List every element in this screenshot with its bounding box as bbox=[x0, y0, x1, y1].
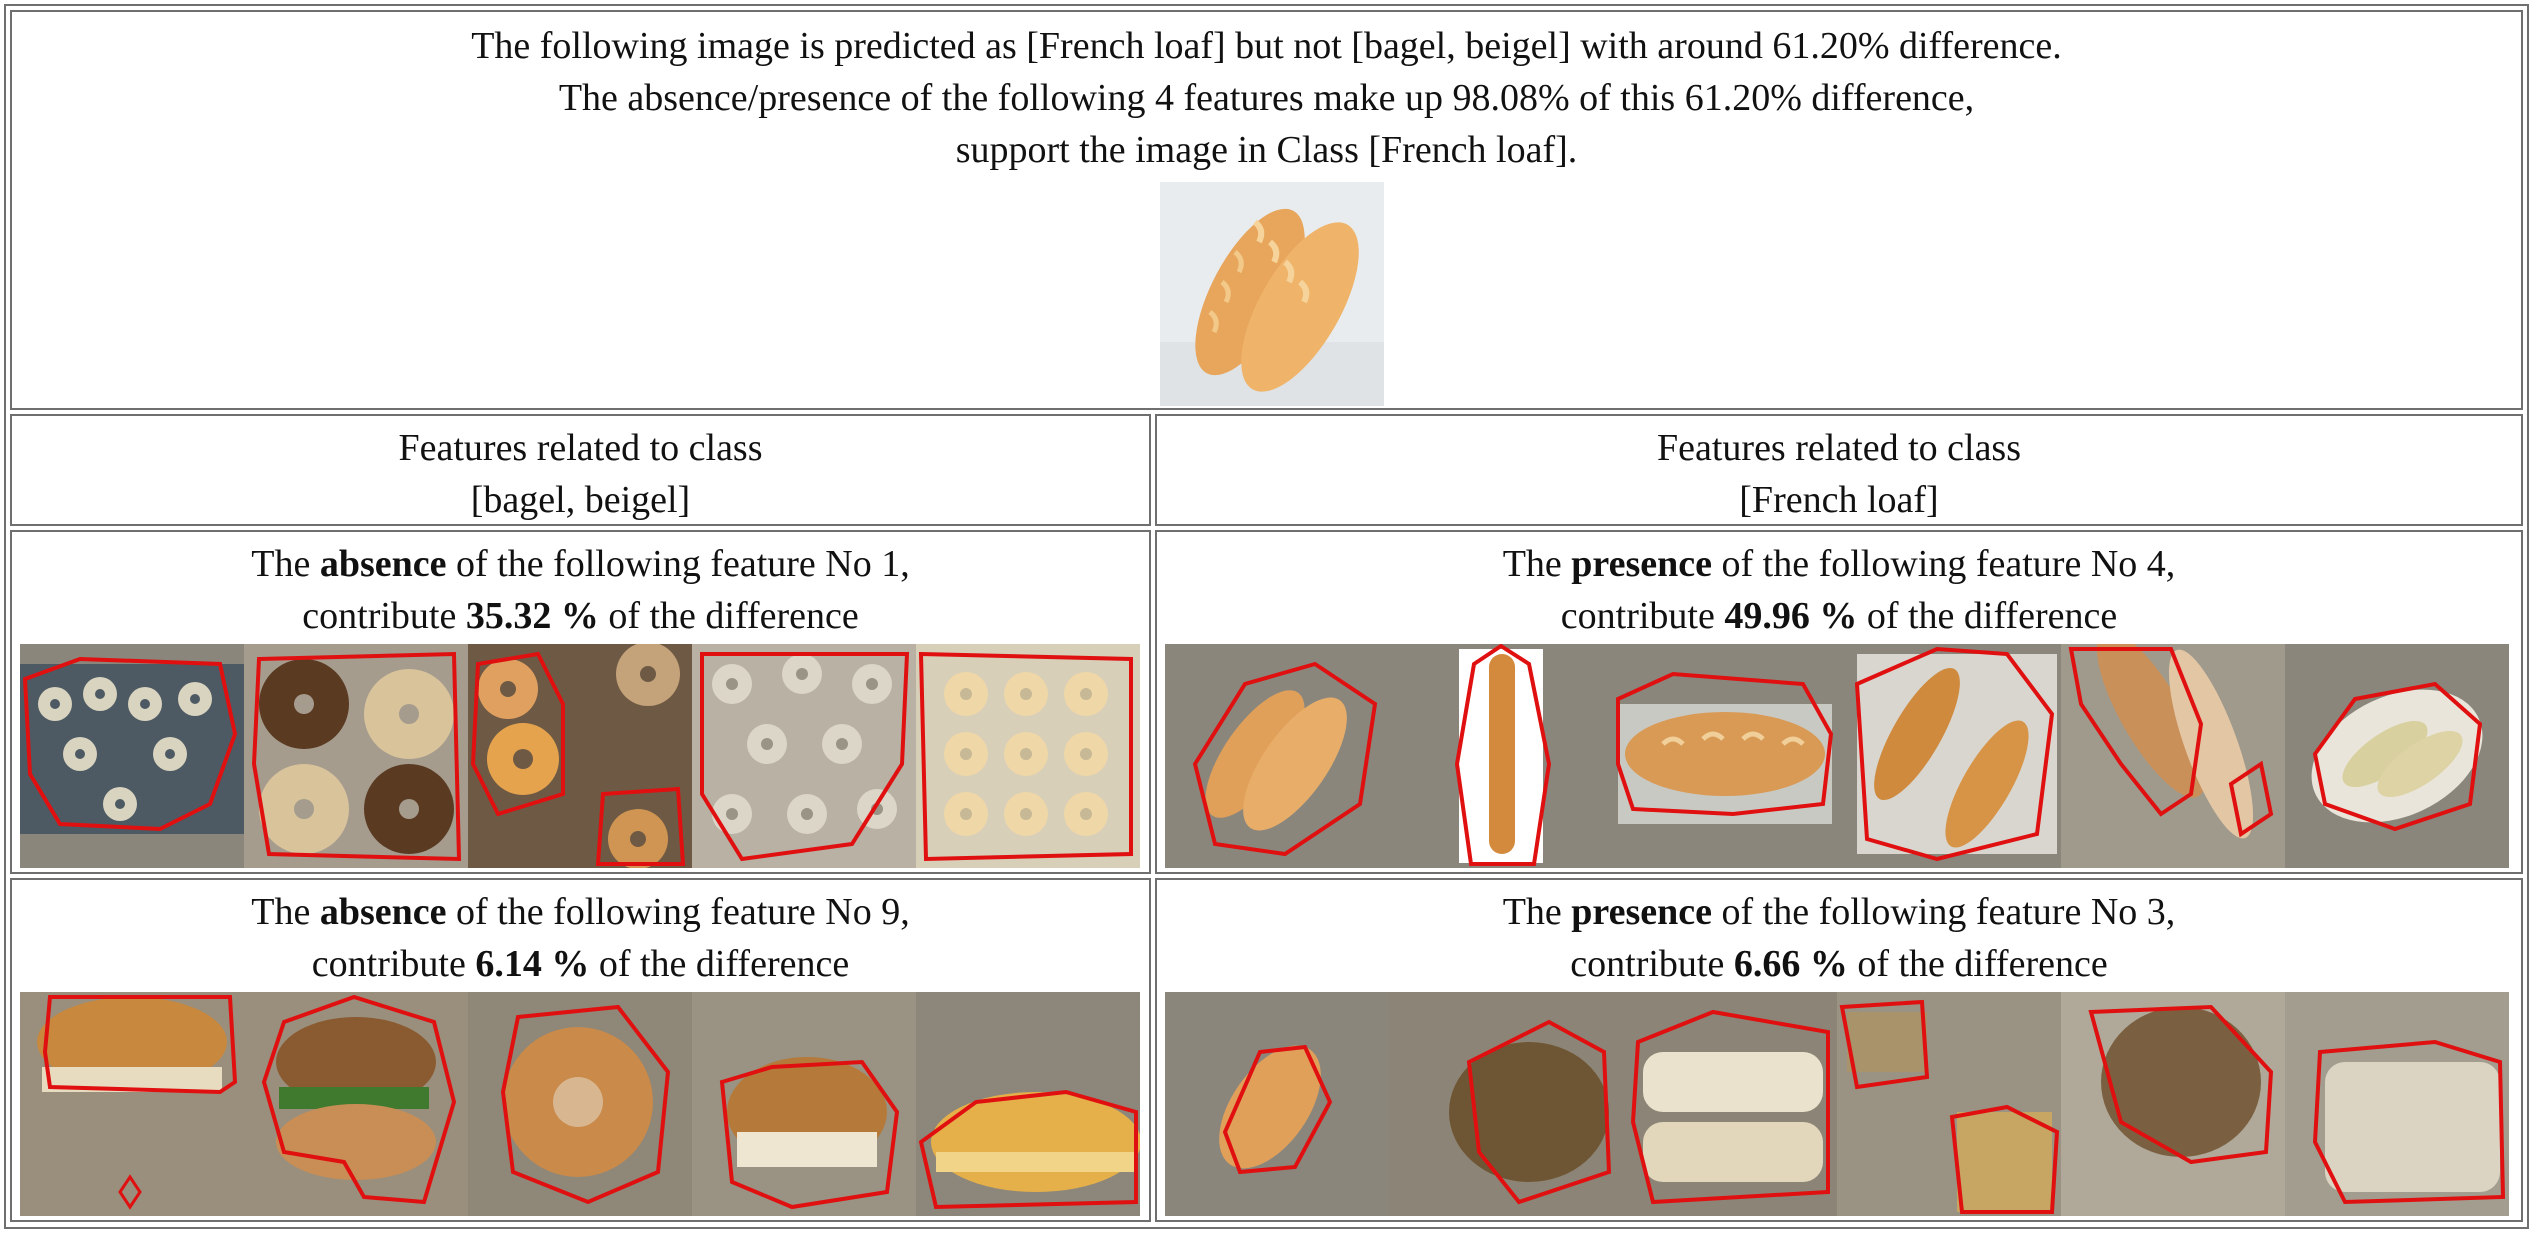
column-header-label: Features related to class bbox=[398, 427, 763, 469]
feature-description: The presence of the following feature No… bbox=[1502, 891, 2176, 933]
contribution-percent: 6.66 % bbox=[1733, 943, 1848, 985]
explanation-table: The following image is predicted as [Fre… bbox=[4, 4, 2529, 1229]
column-header-bagel: Features related to class [bagel, beigel… bbox=[10, 414, 1151, 526]
column-header-class: [French loaf] bbox=[1739, 479, 1939, 521]
example-image bbox=[916, 992, 1140, 1216]
feature-description: The absence of the following feature No … bbox=[251, 891, 910, 933]
example-strip bbox=[1165, 644, 2509, 868]
column-header-french-loaf: Features related to class [French loaf] bbox=[1155, 414, 2523, 526]
example-strip bbox=[20, 644, 1140, 868]
example-image bbox=[2285, 992, 2509, 1216]
example-image bbox=[2285, 644, 2509, 868]
example-strip bbox=[20, 992, 1140, 1216]
feature-cell-no-4: The presence of the following feature No… bbox=[1155, 530, 2523, 874]
feature-description: The absence of the following feature No … bbox=[251, 543, 910, 585]
feature-description: The presence of the following feature No… bbox=[1502, 543, 2176, 585]
feature-kind: presence bbox=[1571, 543, 1712, 585]
example-image bbox=[20, 644, 244, 868]
feature-contribution: contribute 6.14 % of the difference bbox=[311, 943, 850, 985]
summary-line-2: The absence/presence of the following 4 … bbox=[558, 77, 1975, 119]
example-image bbox=[1165, 992, 1389, 1216]
column-header-class: [bagel, beigel] bbox=[470, 479, 691, 521]
feature-contribution: contribute 49.96 % of the difference bbox=[1560, 595, 2118, 637]
column-header-label: Features related to class bbox=[1656, 427, 2022, 469]
feature-contribution: contribute 6.66 % of the difference bbox=[1570, 943, 2108, 985]
example-image bbox=[244, 992, 468, 1216]
contribution-percent: 35.32 % bbox=[465, 595, 599, 637]
contribution-percent: 6.14 % bbox=[475, 943, 590, 985]
input-image bbox=[1160, 182, 1384, 406]
contribution-percent: 49.96 % bbox=[1724, 595, 1858, 637]
prediction-summary: The following image is predicted as [Fre… bbox=[10, 10, 2523, 410]
feature-kind: absence bbox=[319, 891, 447, 933]
feature-cell-no-9: The absence of the following feature No … bbox=[10, 878, 1151, 1222]
summary-line-1: The following image is predicted as [Fre… bbox=[471, 25, 2062, 67]
example-image bbox=[244, 644, 468, 868]
example-image bbox=[1389, 992, 1613, 1216]
feature-kind: presence bbox=[1571, 891, 1712, 933]
example-image bbox=[468, 644, 692, 868]
example-image bbox=[20, 992, 244, 1216]
example-image bbox=[1613, 644, 1837, 868]
example-image bbox=[468, 992, 692, 1216]
example-image bbox=[692, 644, 916, 868]
example-image bbox=[1389, 644, 1613, 868]
example-image bbox=[1837, 644, 2061, 868]
example-image bbox=[692, 992, 916, 1216]
example-image bbox=[1837, 992, 2061, 1216]
feature-kind: absence bbox=[319, 543, 447, 585]
feature-cell-no-3: The presence of the following feature No… bbox=[1155, 878, 2523, 1222]
feature-cell-no-1: The absence of the following feature No … bbox=[10, 530, 1151, 874]
example-image bbox=[916, 644, 1140, 868]
example-strip bbox=[1165, 992, 2509, 1216]
feature-contribution: contribute 35.32 % of the difference bbox=[302, 595, 859, 637]
example-image bbox=[1165, 644, 1389, 868]
example-image bbox=[2061, 644, 2285, 868]
example-image bbox=[1613, 992, 1837, 1216]
example-image bbox=[2061, 992, 2285, 1216]
summary-line-3: support the image in Class [French loaf]… bbox=[955, 129, 1578, 171]
